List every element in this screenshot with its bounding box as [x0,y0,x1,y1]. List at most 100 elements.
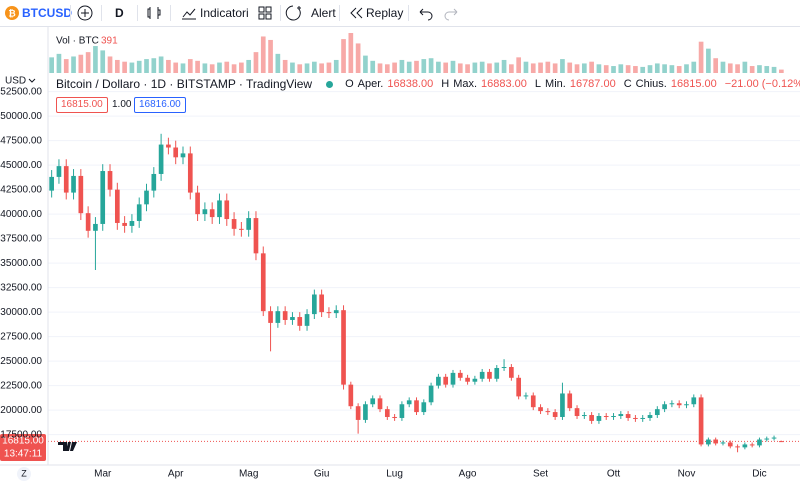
volume-bar [107,56,113,73]
interval[interactable]: D [115,6,124,20]
y-tick-label: 17500.00 [0,429,42,440]
volume-bar [640,66,646,73]
y-tick-label: 47500.00 [0,135,42,146]
volume-bar [253,52,259,73]
zoom-button[interactable] [17,467,31,481]
indicators-icon[interactable] [182,8,196,20]
legend-title: Bitcoin / Dollaro · 1D · BITSTAMP · Trad… [56,77,313,91]
candle-body [297,317,303,326]
x-tick-label: Dic [752,469,766,480]
candle-body [676,403,682,406]
volume-bar [530,63,536,73]
candle-body [523,395,529,397]
candle-body [618,414,624,417]
volume-bar [297,64,303,73]
candle-body [202,209,208,215]
candle-body [100,171,106,224]
volume-bar [217,62,222,73]
x-tick-label: Ago [459,469,477,480]
volume-bar [494,62,500,73]
candle-body [304,314,310,326]
replay-button[interactable]: Replay [366,6,404,20]
redo-icon[interactable] [444,8,458,21]
candle-body [742,444,748,448]
candle-body [581,415,587,417]
candle-body [691,397,697,405]
volume-bar [516,57,521,73]
y-tick-label: 20000.00 [0,405,42,416]
volume-bar [779,69,784,73]
separator [170,5,171,21]
candle-body [253,218,259,254]
alert-button[interactable]: Alert [311,6,336,20]
volume-bar [662,64,667,73]
volume-bar [669,65,675,73]
volume-bar [589,61,594,73]
volume-bar [290,62,295,73]
candle-body [319,294,324,313]
chart-type-icon[interactable] [147,7,161,19]
candle-body [465,377,470,382]
candle-body [771,437,777,439]
replay-icon[interactable] [350,7,363,19]
compare-plus [81,9,89,17]
ohlc-value: 16787.00 [569,78,616,90]
candle-body [727,442,733,447]
buy-price[interactable]: 16816.00 [134,97,186,113]
volume-bar [136,60,142,73]
candle-body [56,166,62,177]
sell-price[interactable]: 16815.00 [56,97,108,113]
volume-bar [363,55,368,73]
volume-bar [625,65,631,73]
compare-icon[interactable] [77,5,93,21]
y-tick-label: 35000.00 [0,258,42,269]
volume-bar [56,53,62,73]
candle-body [633,417,638,419]
volume-bar [618,64,624,73]
volume-bar [501,59,507,73]
ohlc: O Aper. 16838.00 H Max. 16883.00 L Min. 16787.00… [345,78,721,90]
volume-bar [282,59,288,73]
zoom-label: Z [21,468,27,478]
volume-bar [567,62,573,73]
volume-bar [275,53,281,73]
candle-body [195,192,200,215]
indicators-button[interactable]: Indicatori [200,6,249,20]
volume-bar [706,48,711,73]
ohlc-key: C [623,78,632,90]
alert-icon[interactable] [285,5,301,21]
btc-logo-glyph: ₿ [8,8,15,18]
marks [49,33,784,453]
ohlc-name: Chius. [635,78,667,90]
volume-bar [647,65,653,73]
candle-body [268,311,273,323]
volume-bar [384,64,390,73]
layout-icon[interactable] [258,6,272,20]
candle-body [457,372,463,378]
candle-body [560,393,565,417]
ohlc-name: Max. [453,78,478,90]
volume-bar [523,61,529,73]
volume-bar [749,66,755,73]
candle-body [107,171,113,190]
y-tick-label: 42500.00 [0,184,42,195]
candle-body [377,398,383,410]
separator [101,5,102,21]
candle-body [122,222,127,226]
candle-body [713,439,719,444]
ohlc-name: Min. [545,78,566,90]
volume-bar [312,61,317,73]
symbol[interactable]: BTCUSD [22,6,72,20]
currency-label[interactable]: USD [5,76,26,87]
candle-body [625,414,631,418]
volume-bar [144,59,149,73]
toolbar-icons: ₿ [5,5,458,21]
volume-bar [341,39,346,73]
undo-icon[interactable] [419,8,433,21]
volume-bar [538,62,543,73]
volume-bar [370,60,376,73]
volume-bar [771,66,777,73]
candle-body [406,400,412,405]
volume-bar [581,63,587,73]
x-tick-label: Giu [314,469,330,480]
